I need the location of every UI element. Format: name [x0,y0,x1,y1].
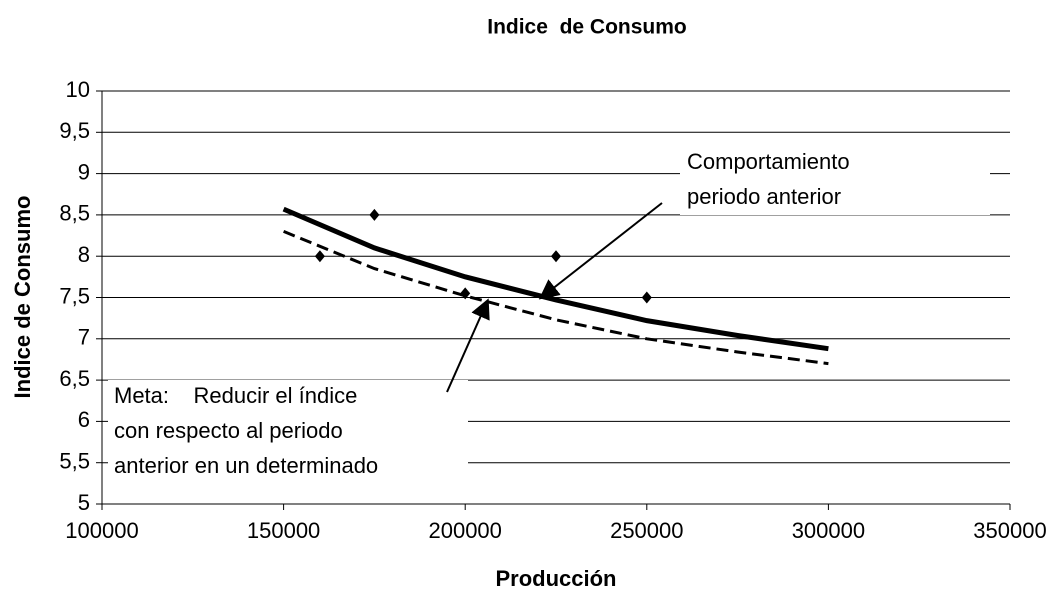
x-tick-label: 300000 [792,518,865,543]
y-tick-label: 5,5 [59,449,90,474]
y-tick-label: 10 [66,77,90,102]
x-tick-label: 350000 [973,518,1046,543]
data-point [369,208,380,221]
trend-line [282,206,829,352]
y-tick-label: 6,5 [59,366,90,391]
x-tick-label: 250000 [610,518,683,543]
chart-title: Indice de Consumo [487,16,687,39]
y-tick-label: 9 [78,159,90,184]
annotation-text: Comportamiento [687,149,850,174]
annotation-box [680,145,990,215]
annotation-text: Meta: Reducir el índice [114,383,357,408]
y-tick-label: 7,5 [59,283,90,308]
y-tick-label: 7 [78,325,90,350]
x-tick-label: 200000 [428,518,501,543]
annotation-box [108,380,468,482]
trend-line [283,230,829,366]
y-tick-label: 5 [78,490,90,515]
y-axis-title: Indice de Consumo [10,196,35,399]
y-tick-label: 6 [78,407,90,432]
annotation-arrow [538,202,663,300]
x-axis-title: Producción [495,566,616,591]
annotation-arrow [446,298,490,393]
y-tick-label: 8 [78,242,90,267]
data-point [314,250,325,263]
x-tick-label: 100000 [65,518,138,543]
x-tick-label: 150000 [247,518,320,543]
annotation-text: anterior en un determinado [114,453,378,478]
data-point [551,250,561,263]
annotation-text: con respecto al periodo [114,418,343,443]
y-tick-label: 9,5 [59,118,90,143]
data-point [641,291,652,304]
annotation-text: periodo anterior [687,184,841,209]
y-tick-label: 8,5 [59,201,90,226]
